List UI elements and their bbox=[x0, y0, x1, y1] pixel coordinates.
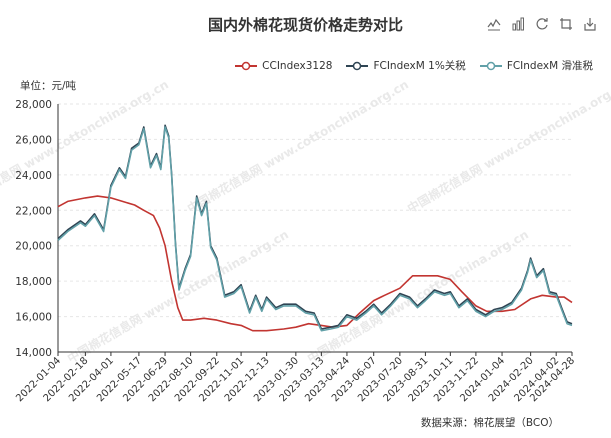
y-tick-label: 28,000 bbox=[15, 99, 52, 111]
watermark-text: 中国棉花信息网 www.cottonchina.org.cn bbox=[65, 226, 291, 365]
restore-icon[interactable] bbox=[559, 16, 573, 30]
chart-toolbox bbox=[487, 16, 597, 31]
watermark-text: 中国棉花信息网 www.cottonchina.org.cn bbox=[185, 76, 411, 215]
legend-item-fc-slide[interactable]: FCIndexM 滑准税 bbox=[479, 58, 593, 73]
legend-swatch-fc-1pct bbox=[346, 61, 369, 70]
chart-legend: CCIndex3128 FCIndexM 1%关税 FCIndexM 滑准税 bbox=[235, 58, 593, 73]
legend-swatch-ccindex bbox=[235, 61, 258, 70]
x-axis: 2022-01-042022-02-182022-04-012022-05-17… bbox=[14, 351, 577, 404]
series-line-ccindex bbox=[57, 195, 573, 332]
legend-label: CCIndex3128 bbox=[262, 59, 333, 72]
y-tick-label: 26,000 bbox=[15, 134, 52, 146]
y-tick-label: 24,000 bbox=[15, 170, 52, 182]
y-tick-label: 14,000 bbox=[15, 347, 52, 359]
y-axis-unit-label: 单位：元/吨 bbox=[20, 80, 77, 92]
watermark-layer: 中国棉花信息网 www.cottonchina.org.cn 中国棉花信息网 ww… bbox=[0, 76, 611, 365]
series-line-fc-slide bbox=[57, 126, 573, 332]
y-axis: 14,000 16,000 18,000 20,000 22,000 24,000 26,0… bbox=[15, 99, 59, 359]
y-tick-label: 20,000 bbox=[15, 241, 52, 253]
y-tick-label: 22,000 bbox=[15, 205, 52, 217]
series-layer bbox=[57, 124, 573, 332]
y-tick-label: 16,000 bbox=[15, 312, 52, 324]
refresh-icon[interactable] bbox=[535, 16, 549, 30]
legend-item-fc-1pct[interactable]: FCIndexM 1%关税 bbox=[346, 58, 466, 73]
data-source-note: 数据来源：棉花展望（BCO） bbox=[420, 417, 559, 429]
legend-swatch-fc-slide bbox=[479, 61, 502, 70]
bar-chart-icon[interactable] bbox=[511, 16, 525, 31]
legend-label: FCIndexM 滑准税 bbox=[506, 60, 593, 72]
y-tick-label: 18,000 bbox=[15, 276, 52, 288]
watermark-text: 中国棉花信息网 www.cottonchina.org.cn bbox=[305, 226, 531, 365]
watermark-text: 中国棉花信息网 www.cottonchina.org.cn bbox=[405, 76, 611, 215]
download-icon[interactable] bbox=[583, 16, 597, 31]
legend-label: FCIndexM 1%关税 bbox=[373, 60, 466, 72]
chart-title: 国内外棉花现货价格走势对比 bbox=[207, 16, 403, 34]
line-chart-icon[interactable] bbox=[487, 16, 501, 31]
legend-item-ccindex[interactable]: CCIndex3128 bbox=[235, 58, 332, 73]
